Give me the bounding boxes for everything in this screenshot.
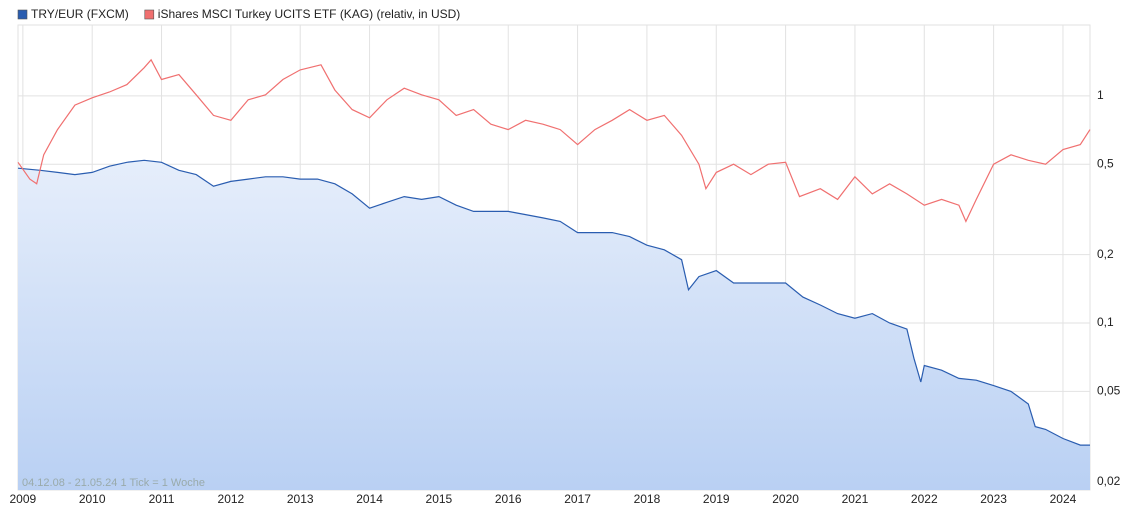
x-tick-label: 2013	[287, 492, 314, 506]
series-line	[17, 159, 1090, 446]
y-tick-label: 0,2	[1097, 247, 1114, 261]
legend-swatch	[144, 9, 155, 20]
series-line	[17, 58, 1091, 223]
x-tick-label: 2014	[356, 492, 383, 506]
y-tick-label: 0,1	[1097, 315, 1114, 329]
x-tick-label: 2010	[79, 492, 106, 506]
y-tick-label: 1	[1097, 88, 1104, 102]
legend-label: TRY/EUR (FXCM)	[31, 7, 129, 21]
x-tick-label: 2012	[218, 492, 245, 506]
y-tick-label: 0,02	[1097, 474, 1121, 488]
x-tick-label: 2021	[842, 492, 869, 506]
x-tick-label: 2019	[703, 492, 730, 506]
x-tick-label: 2017	[564, 492, 591, 506]
x-tick-label: 2023	[980, 492, 1007, 506]
legend-label: iShares MSCI Turkey UCITS ETF (KAG) (rel…	[158, 7, 461, 21]
x-tick-label: 2020	[772, 492, 799, 506]
legend: TRY/EUR (FXCM) iShares MSCI Turkey UCITS …	[17, 7, 461, 21]
x-tick-label: 2022	[911, 492, 938, 506]
y-tick-label: 0,5	[1097, 156, 1114, 170]
footnote: 04.12.08 - 21.05.24 1 Tick = 1 Woche	[22, 477, 205, 489]
x-tick-label: 2011	[149, 492, 175, 506]
x-tick-label: 2016	[495, 492, 522, 506]
x-tick-label: 2024	[1050, 492, 1077, 506]
x-tick-label: 2015	[426, 492, 453, 506]
x-tick-label: 2018	[634, 492, 661, 506]
y-tick-label: 0,05	[1097, 384, 1121, 398]
plot-area	[17, 58, 1091, 491]
legend-swatch	[17, 9, 28, 20]
series-area	[18, 160, 1090, 491]
x-tick-label: 2009	[10, 492, 37, 506]
